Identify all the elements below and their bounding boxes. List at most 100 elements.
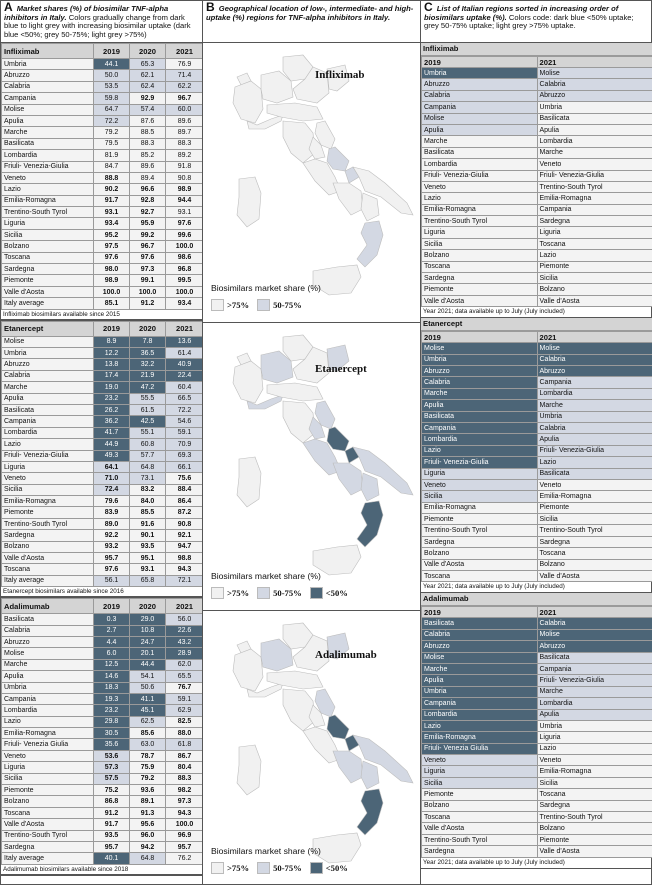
share-value: 97.3	[129, 263, 166, 276]
share-value: 99.1	[129, 274, 166, 287]
map-region	[332, 182, 364, 216]
map-region	[260, 638, 294, 672]
share-value: 50.0	[93, 69, 130, 82]
panel-b: B Geographical location of low-, interme…	[203, 1, 421, 884]
map-region	[246, 394, 284, 410]
share-value: 66.1	[165, 460, 202, 474]
region-2019: Apulia	[421, 123, 538, 137]
share-value: 89.2	[165, 149, 202, 162]
legend-label: >75%	[227, 588, 250, 598]
region-name: Bolzano	[1, 540, 94, 554]
share-value: 91.7	[93, 818, 130, 831]
table-row: Umbria Marche	[421, 685, 652, 699]
year-header: 2019	[421, 56, 538, 68]
panel-a-header: A Market shares (%) of biosimilar TNF-al…	[1, 1, 202, 43]
panel-a-subtitle: Colors gradually change from dark blue t…	[4, 12, 191, 39]
map-region	[352, 446, 414, 496]
share-value: 98.2	[165, 784, 202, 797]
region-2019: Calabria	[421, 89, 538, 103]
table-row: Lombardia Apulia	[421, 708, 652, 721]
table-row: Emilia-Romagna Liguria	[421, 731, 652, 744]
share-value: 93.5	[93, 829, 130, 843]
share-value: 6.0	[93, 647, 130, 660]
table-row: Emilia-Romagna 79.6 84.0 86.4	[1, 495, 202, 508]
map-drug-title: Etanercept	[315, 363, 367, 375]
table-row: Lombardia 41.7 55.1 59.1	[1, 426, 202, 440]
share-value: 41.1	[129, 692, 166, 706]
region-name: Piemonte	[1, 784, 94, 797]
share-value: 44.1	[93, 57, 130, 71]
share-value: 81.9	[93, 149, 130, 162]
table-row: Sardegna 98.0 97.3 96.8	[1, 263, 202, 276]
table-row: Marche Lombardia	[421, 135, 652, 148]
region-name: Molise	[1, 103, 94, 116]
region-2019: Piemonte	[421, 788, 538, 801]
region-name: Calabria	[1, 369, 94, 383]
region-name: Lazio	[1, 438, 94, 451]
region-2019: Bolzano	[421, 799, 538, 813]
table-row: Piemonte 98.9 99.1 99.5	[1, 274, 202, 287]
share-value: 99.5	[165, 274, 202, 287]
italy-map	[232, 622, 414, 864]
table-row: Molise 64.7 57.4 60.0	[1, 103, 202, 116]
year-header: 2019	[421, 606, 538, 619]
region-2021: Lombardia	[536, 135, 652, 148]
share-value: 36.2	[93, 415, 130, 428]
region-2021: Toscana	[536, 237, 652, 251]
share-value: 79.6	[93, 495, 130, 508]
year-header: 2021	[536, 331, 652, 344]
share-value: 80.4	[165, 761, 202, 774]
table-row: Italy average 85.1 91.2 93.4	[1, 297, 202, 310]
region-2019: Liguria	[421, 467, 538, 480]
share-value: 65.8	[129, 574, 166, 588]
region-2021: Marche	[536, 146, 652, 160]
region-2019: Molise	[421, 342, 538, 355]
table-row: Apulia Friuli- Venezia-Giulia	[421, 674, 652, 687]
share-value: 93.4	[93, 217, 130, 230]
share-value: 76.9	[165, 57, 202, 71]
table-row: Emilia-Romagna Piemonte	[421, 501, 652, 515]
region-2019: Friuli- Venezia-Giulia	[421, 169, 538, 182]
table-row: Molise 8.9 7.8 13.6	[1, 335, 202, 349]
panel-b-header: B Geographical location of low-, interme…	[203, 1, 420, 43]
map-drug-title: Infliximab	[315, 69, 365, 81]
region-2021: Emilia-Romagna	[536, 192, 652, 205]
share-value: 13.8	[93, 358, 130, 371]
share-value: 30.5	[93, 727, 130, 740]
share-value: 62.9	[165, 704, 202, 717]
share-value: 88.8	[93, 171, 130, 185]
region-name: Lazio	[1, 715, 94, 729]
share-value: 60.0	[165, 103, 202, 116]
map-region	[292, 634, 330, 672]
share-value: 91.6	[129, 517, 166, 531]
table-row: Trentino-South Tyrol Sardegna	[421, 215, 652, 228]
table-row: Bolzano 97.5 96.7 100.0	[1, 240, 202, 253]
year-header: 2021	[536, 606, 652, 619]
table-row: Piemonte Sicilia	[421, 513, 652, 526]
legend-item: >75%	[211, 862, 249, 874]
share-value: 75.6	[165, 472, 202, 485]
map-region	[292, 346, 330, 384]
table-row: Emilia-Romagna 30.5 85.6 88.0	[1, 727, 202, 740]
region-name: Valle d'Aosta	[1, 551, 94, 565]
share-value: 89.6	[165, 114, 202, 128]
share-value: 57.7	[129, 449, 166, 462]
map-drug-title: Adalimumab	[315, 649, 377, 661]
share-value: 95.6	[129, 818, 166, 831]
region-2019: Veneto	[421, 180, 538, 194]
italy-map	[232, 334, 414, 576]
region-name: Trentino-South Tyrol	[1, 206, 94, 219]
region-2021: Basilicata	[536, 467, 652, 480]
region-2019: Valle d'Aosta	[421, 294, 538, 308]
table-row: Lombardia 23.2 45.1 62.9	[1, 704, 202, 717]
share-value: 100.0	[129, 285, 166, 299]
table-row: Veneto Veneto	[421, 754, 652, 767]
share-value: 2.7	[93, 624, 130, 637]
map-region	[352, 166, 414, 216]
table-row: Bolzano Lazio	[421, 249, 652, 262]
table-row: Apulia 72.2 87.6 89.6	[1, 114, 202, 128]
share-value: 40.1	[93, 852, 130, 865]
panel-c-header: C List of Italian regions sorted in incr…	[421, 1, 652, 43]
share-value: 79.2	[129, 772, 166, 786]
share-value: 50.6	[129, 681, 166, 694]
